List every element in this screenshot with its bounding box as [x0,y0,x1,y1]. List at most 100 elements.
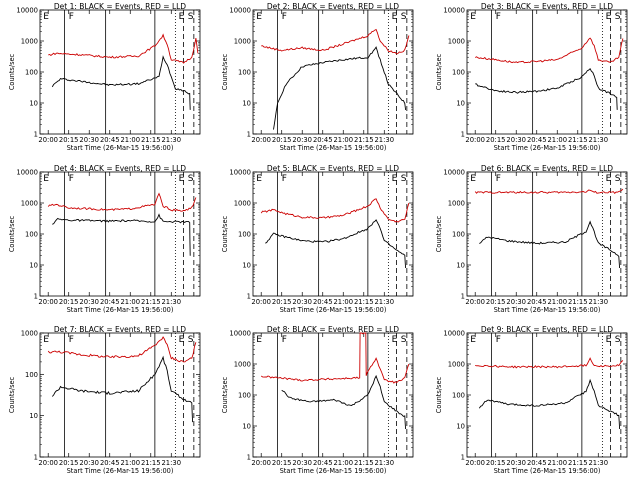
lld-series-line [475,357,624,369]
y-tick-label: 1 [34,131,38,139]
x-tick-label: 21:15 [354,459,374,467]
x-tick-label: 20:45 [527,298,547,306]
x-tick-label: 20:45 [527,459,547,467]
y-tick-label: 1 [461,293,465,301]
x-tick-label: 20:15 [59,298,79,306]
x-tick-label: 21:00 [547,459,567,467]
events-series-line [281,374,407,430]
region-mark: E [179,12,185,22]
region-mark: E [392,335,398,345]
y-tick-label: 10 [456,423,465,431]
y-tick-label: 100 [25,371,38,379]
events-series-line [51,55,191,110]
y-tick-label: 1000 [448,361,465,369]
y-axis-label: Counts/sec [435,376,443,413]
y-tick-label: 1000 [234,200,251,208]
y-tick-label: 100 [238,69,251,77]
x-tick-label: 20:30 [79,298,99,306]
x-tick-label: 20:30 [292,298,312,306]
y-tick-label: 100 [25,69,38,77]
x-tick-label: 21:15 [141,136,161,144]
y-tick-label: 1 [34,454,38,462]
x-axis-label: Start Time (26-Mar-15 19:56:00) [494,144,601,152]
x-tick-label: 21:30 [374,459,394,467]
region-mark: F [69,174,74,184]
x-axis-label: Start Time (26-Mar-15 19:56:00) [67,144,174,152]
panel-title: Det 2: BLACK = Events, RED = LLD [267,2,399,11]
plot-frame [39,171,201,297]
x-tick-label: 20:45 [313,459,333,467]
x-tick-label: 21:15 [568,298,588,306]
y-tick-label: 1 [461,454,465,462]
x-tick-label: 20:15 [486,459,506,467]
x-tick-label: 20:30 [506,298,526,306]
panel-det-9: Det 9: BLACK = Events, RED = LLD 1 10 100 10… [435,325,628,475]
region-mark: S [615,174,621,184]
x-tick-label: 20:00 [465,298,485,306]
region-mark: F [282,335,287,345]
x-tick-label: 21:00 [333,136,353,144]
panel-det-5: Det 5: BLACK = Events, RED = LLD 1 10 100 10… [221,164,414,314]
region-mark: F [282,12,287,22]
panel-title: Det 4: BLACK = Events, RED = LLD [54,164,186,173]
x-tick-label: 20:45 [313,298,333,306]
region-mark: F [69,12,74,22]
x-tick-label: 21:30 [161,459,181,467]
x-tick-label: 20:00 [251,136,271,144]
plot-frame [466,9,628,135]
x-tick-label: 20:00 [251,459,271,467]
y-tick-label: 10000 [443,169,465,177]
x-tick-label: 21:15 [141,298,161,306]
x-tick-label: 21:15 [568,459,588,467]
lld-series-line [260,198,410,223]
x-tick-label: 21:30 [588,459,608,467]
panel-det-7: Det 7: BLACK = Events, RED = LLD 1 10 100 10… [8,325,201,475]
x-tick-label: 20:45 [313,136,333,144]
events-series-line [478,378,621,430]
y-tick-label: 10000 [16,7,38,15]
y-tick-label: 1000 [21,200,38,208]
y-tick-label: 10000 [443,330,465,338]
x-tick-label: 20:45 [100,459,120,467]
y-tick-label: 10000 [443,7,465,15]
events-series-line [273,46,407,130]
x-axis-label: Start Time (26-Mar-15 19:56:00) [280,467,387,475]
panel-title: Det 9: BLACK = Events, RED = LLD [481,325,613,334]
panel-title: Det 8: BLACK = Events, RED = LLD [267,325,399,334]
x-tick-label: 21:00 [547,136,567,144]
x-tick-label: 20:00 [251,298,271,306]
x-tick-label: 20:30 [292,459,312,467]
region-mark: E [470,12,476,22]
x-tick-label: 21:15 [354,298,374,306]
y-tick-label: 10 [242,423,251,431]
lld-series-line [474,188,624,194]
region-mark: S [401,174,407,184]
region-mark: E [392,174,398,184]
x-tick-label: 21:30 [588,298,608,306]
x-tick-label: 21:00 [333,459,353,467]
y-tick-label: 10000 [229,330,251,338]
panel-title: Det 5: BLACK = Events, RED = LLD [267,164,399,173]
region-mark: S [188,174,194,184]
lld-series-line [260,332,410,384]
region-mark: F [282,174,287,184]
y-axis-label: Counts/sec [8,215,16,252]
y-axis-label: Counts/sec [221,53,229,90]
x-axis-label: Start Time (26-Mar-15 19:56:00) [494,467,601,475]
panel-det-2: Det 2: BLACK = Events, RED = LLD 1 10 100 10… [221,2,414,152]
y-tick-label: 100 [238,231,251,239]
x-axis-label: Start Time (26-Mar-15 19:56:00) [494,306,601,314]
x-tick-label: 21:15 [141,459,161,467]
y-tick-label: 100 [452,392,465,400]
y-axis-label: Counts/sec [435,53,443,90]
x-tick-label: 20:15 [486,136,506,144]
x-tick-label: 21:00 [120,298,140,306]
x-tick-label: 21:30 [374,136,394,144]
region-mark: E [43,335,49,345]
x-tick-label: 21:30 [161,136,181,144]
x-tick-label: 21:00 [333,298,353,306]
y-tick-label: 1 [247,131,251,139]
region-mark: S [401,335,407,345]
region-mark: F [496,12,501,22]
y-tick-label: 10 [456,100,465,108]
